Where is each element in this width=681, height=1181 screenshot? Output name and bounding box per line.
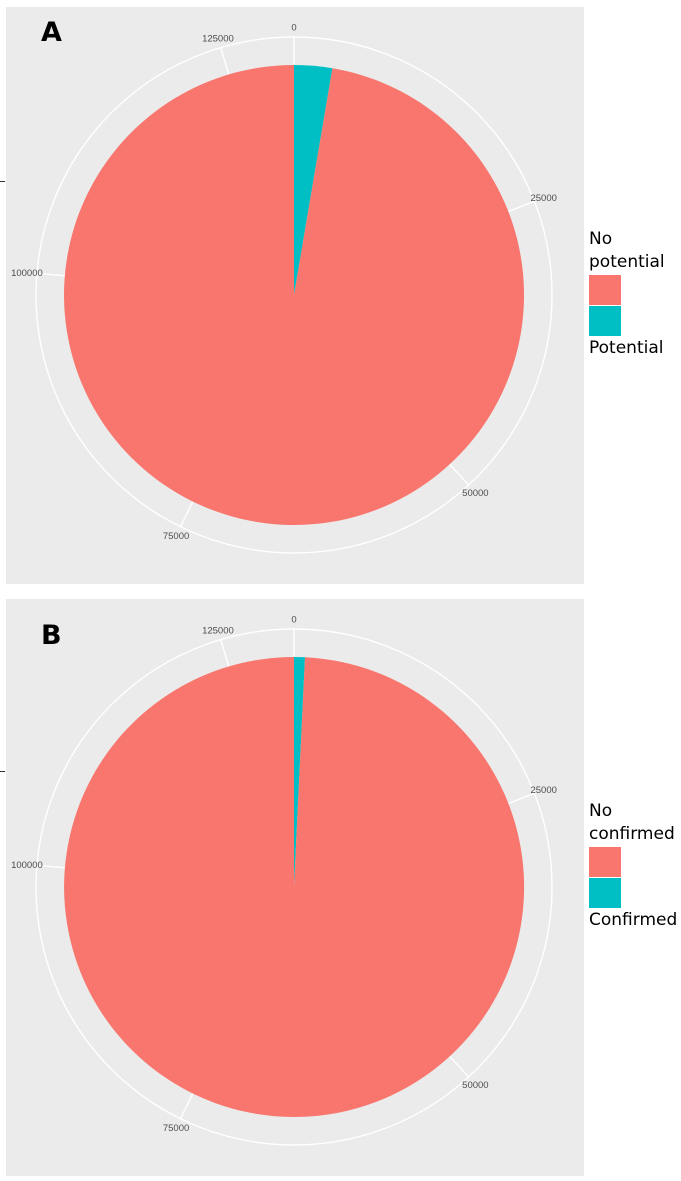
tick-label-a-0: 0 — [291, 23, 296, 34]
pie-chart-b: 0 25000 50000 75000 100000 125000 — [6, 599, 584, 1176]
legend-label-b-0-line-1: confirmed — [589, 824, 675, 844]
legend-b: No confirmed Confirmed — [589, 800, 681, 932]
tick-label-a-4: 100000 — [11, 268, 43, 279]
legend-key-a-0 — [589, 275, 621, 305]
tick-label-b-0: 0 — [291, 615, 296, 626]
legend-label-a-1: Potential — [589, 338, 664, 358]
y-axis-tick-a — [0, 181, 5, 182]
pie-slice-a-0 — [64, 65, 525, 525]
y-axis-tick-b — [0, 771, 5, 772]
pie-slice-b-0 — [64, 657, 525, 1117]
tick-label-a-2: 50000 — [462, 488, 488, 499]
tick-label-b-5: 125000 — [202, 626, 234, 637]
pie-chart-a: 0 25000 50000 75000 100000 125000 — [6, 7, 584, 584]
panel-label-b: B — [41, 620, 62, 651]
legend-label-b-0-line-0: No — [589, 801, 613, 821]
outer-gridline-a — [35, 36, 553, 554]
legend-label-a-0-line-0: No — [589, 229, 613, 249]
tick-label-a-3: 75000 — [163, 531, 189, 542]
tick-label-b-1: 25000 — [530, 785, 556, 796]
legend-label-a-0-line-1: potential — [589, 252, 665, 272]
pie-slice-a-1 — [294, 65, 333, 295]
panel-label-a: A — [41, 17, 62, 48]
tick-label-b-3: 75000 — [163, 1123, 189, 1134]
tick-label-b-4: 100000 — [11, 860, 43, 871]
legend-label-b-1: Confirmed — [589, 910, 678, 930]
legend-key-a-1 — [589, 306, 621, 336]
tick-label-a-1: 25000 — [530, 193, 556, 204]
pie-slice-b-1 — [294, 657, 306, 887]
legend-key-b-0 — [589, 847, 621, 877]
tick-label-b-2: 50000 — [462, 1080, 488, 1091]
tick-label-a-5: 125000 — [202, 34, 234, 45]
outer-gridline-b — [35, 628, 553, 1146]
legend-key-b-1 — [589, 878, 621, 908]
legend-a: No potential Potential — [589, 228, 681, 360]
